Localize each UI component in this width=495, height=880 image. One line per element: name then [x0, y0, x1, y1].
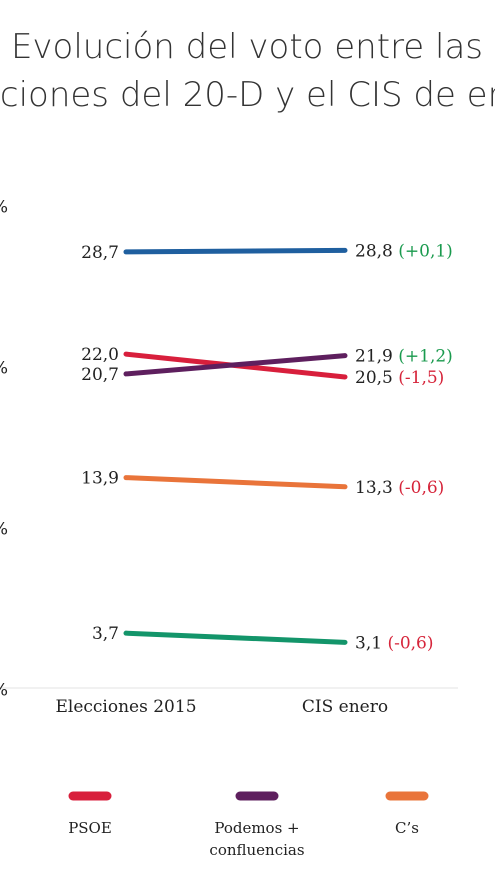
start-value-label-1: 22,0 — [81, 345, 119, 365]
series-group — [123, 247, 348, 645]
series-line-3 — [123, 475, 348, 490]
chart-title-line-2: elecciones del 20-D y el CIS de enero — [0, 75, 495, 115]
end-value-label-3: 13,3 (-0,6) — [355, 478, 444, 498]
change-label-0: (+0,1) — [398, 241, 453, 261]
series-line-0 — [123, 247, 348, 255]
series-line-2 — [123, 353, 348, 377]
end-value-label-1: 20,5 (-1,5) — [355, 368, 444, 388]
legend-label-1: confluencias — [209, 841, 304, 859]
start-value-label-4: 3,7 — [92, 624, 119, 644]
start-value-label-3: 13,9 — [81, 469, 119, 489]
y-tick-label: 0% — [0, 681, 8, 701]
change-label-1: (-1,5) — [398, 368, 444, 388]
y-tick-label: 10% — [0, 520, 8, 540]
y-tick-label: 30% — [0, 198, 8, 218]
legend: PSOE Podemos + confluencias C’s — [68, 791, 429, 859]
end-value-label-2: 21,9 (+1,2) — [355, 347, 453, 367]
change-label-2: (+1,2) — [398, 347, 453, 367]
legend-label-0: PSOE — [68, 819, 112, 837]
y-axis-ticks: 30% 20% 10% 0% — [0, 198, 8, 701]
end-value-label-4: 3,1 (-0,6) — [355, 633, 434, 653]
legend-label-1: Podemos + — [214, 819, 299, 837]
legend-label-2: C’s — [395, 819, 419, 837]
start-value-label-2: 20,7 — [81, 365, 119, 385]
y-tick-label: 20% — [0, 359, 8, 379]
x-category-0: Elecciones 2015 — [55, 697, 196, 717]
data-labels: 28,7 28,8 (+0,1) 22,0 20,5 (-1,5) 20,7 21,9 (… — [81, 241, 453, 653]
change-label-3: (-0,6) — [398, 478, 444, 498]
change-label-4: (-0,6) — [387, 633, 433, 653]
chart-title-line-1: Evolución del voto entre las — [11, 27, 483, 67]
series-line-4 — [123, 630, 348, 645]
x-category-1: CIS enero — [302, 697, 388, 717]
start-value-label-0: 28,7 — [81, 243, 119, 263]
end-value-label-0: 28,8 (+0,1) — [355, 241, 453, 261]
